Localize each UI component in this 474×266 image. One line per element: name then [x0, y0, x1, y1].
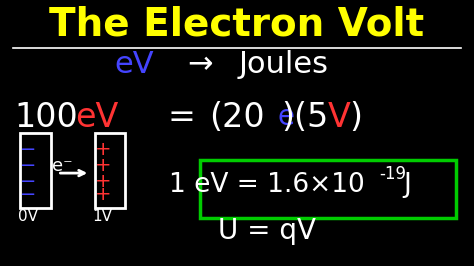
Text: +: +: [94, 185, 111, 204]
Text: 100: 100: [14, 101, 78, 134]
Text: +: +: [94, 140, 111, 159]
Text: (20: (20: [209, 101, 265, 134]
Text: →: →: [187, 50, 212, 79]
Text: eV: eV: [75, 101, 119, 134]
Text: )(5: )(5: [281, 101, 328, 134]
Bar: [95, 133, 125, 207]
Text: −: −: [20, 172, 36, 190]
Text: V: V: [328, 101, 351, 134]
Text: ): ): [349, 101, 363, 134]
Text: 0V: 0V: [18, 209, 38, 225]
Text: J: J: [403, 172, 411, 198]
Bar: [20, 133, 51, 207]
Text: Joules: Joules: [238, 50, 328, 79]
Text: −: −: [20, 140, 36, 159]
Bar: [200, 160, 456, 218]
Text: e: e: [277, 103, 294, 131]
Text: e⁻: e⁻: [52, 157, 73, 176]
Text: +: +: [94, 172, 111, 190]
Text: −: −: [20, 185, 36, 204]
Text: +: +: [94, 156, 111, 175]
Text: eV: eV: [115, 50, 154, 79]
Text: -19: -19: [380, 165, 407, 184]
Text: The Electron Volt: The Electron Volt: [49, 6, 425, 43]
Text: =: =: [167, 101, 195, 134]
Text: 1V: 1V: [93, 209, 113, 225]
Text: 1 eV = 1.6×10: 1 eV = 1.6×10: [169, 172, 365, 198]
Text: U = qV: U = qV: [219, 218, 316, 246]
Text: −: −: [20, 156, 36, 175]
